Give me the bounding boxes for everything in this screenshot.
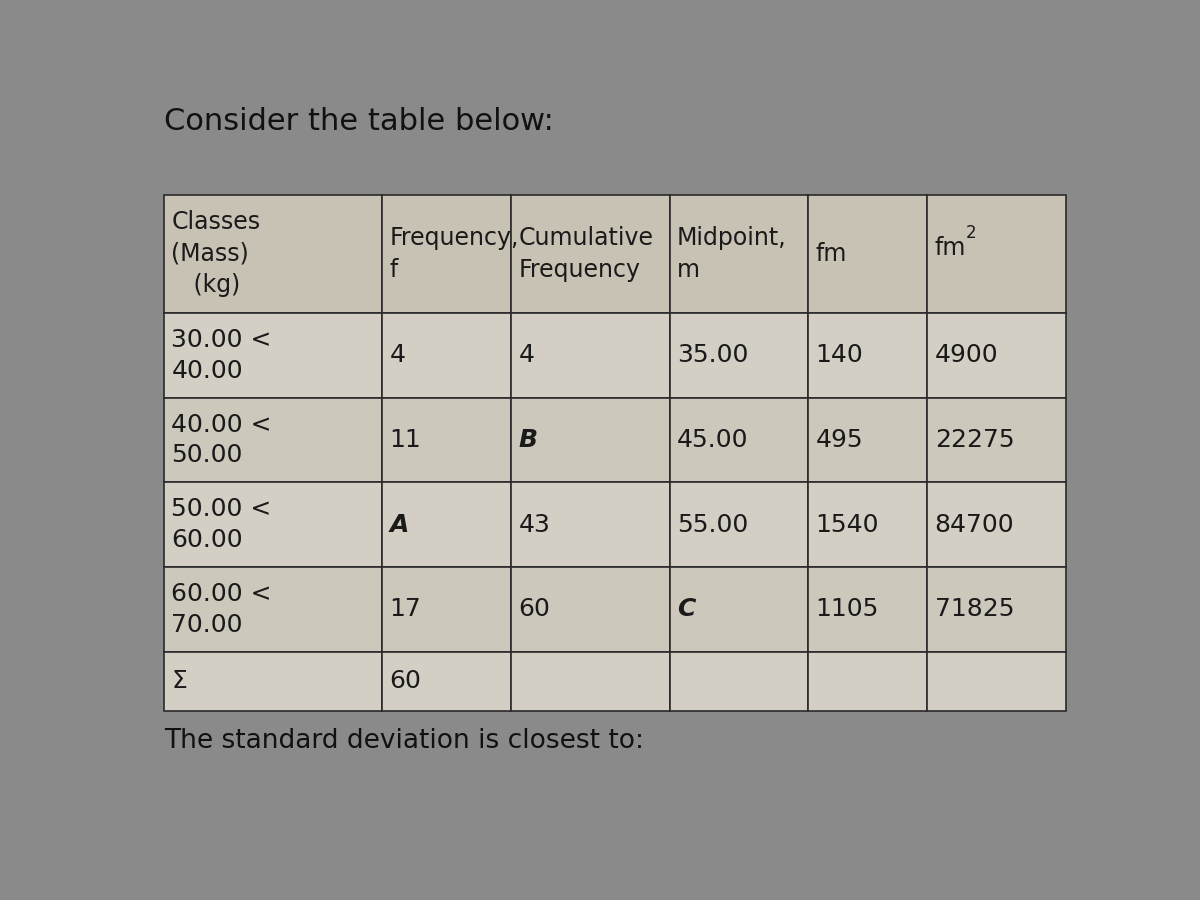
Bar	[164, 482, 382, 567]
Bar	[670, 313, 809, 398]
Bar	[382, 652, 511, 711]
Text: 30.00 <
40.00: 30.00 < 40.00	[172, 328, 271, 382]
Text: Classes
(Mass)
   (kg): Classes (Mass) (kg)	[172, 211, 260, 298]
Bar	[382, 482, 511, 567]
Bar	[670, 567, 809, 652]
Bar	[511, 194, 670, 313]
Text: 45.00: 45.00	[677, 428, 749, 452]
Text: 495: 495	[816, 428, 863, 452]
Bar	[382, 567, 511, 652]
Text: 17: 17	[390, 598, 421, 621]
Text: Cumulative
Frequency: Cumulative Frequency	[518, 226, 653, 282]
Bar	[164, 313, 382, 398]
Text: 22275: 22275	[935, 428, 1014, 452]
Bar	[928, 313, 1066, 398]
Text: 140: 140	[816, 344, 864, 367]
Bar	[670, 398, 809, 482]
Text: 4900: 4900	[935, 344, 998, 367]
Bar	[928, 398, 1066, 482]
Bar	[928, 194, 1066, 313]
Text: 43: 43	[518, 513, 551, 536]
Bar	[382, 398, 511, 482]
Bar	[511, 567, 670, 652]
Bar	[511, 398, 670, 482]
Text: 4: 4	[390, 344, 406, 367]
Text: Σ: Σ	[172, 670, 187, 693]
Text: 71825: 71825	[935, 598, 1014, 621]
Bar	[511, 313, 670, 398]
Bar	[164, 567, 382, 652]
Text: fm: fm	[816, 242, 847, 266]
Bar	[809, 482, 928, 567]
Bar	[928, 652, 1066, 711]
Text: B: B	[518, 428, 538, 452]
Text: 35.00: 35.00	[677, 344, 749, 367]
Text: 2: 2	[965, 224, 976, 242]
Text: A: A	[390, 513, 409, 536]
Text: 1540: 1540	[816, 513, 880, 536]
Text: 4: 4	[518, 344, 534, 367]
Bar	[928, 482, 1066, 567]
Bar	[928, 567, 1066, 652]
Text: 84700: 84700	[935, 513, 1014, 536]
Text: C: C	[677, 598, 695, 621]
Text: 60.00 <
70.00: 60.00 < 70.00	[172, 582, 272, 636]
Text: fm: fm	[935, 237, 966, 260]
Text: Midpoint,
m: Midpoint, m	[677, 226, 786, 282]
Text: 60: 60	[390, 670, 421, 693]
Bar	[809, 398, 928, 482]
Text: 55.00: 55.00	[677, 513, 749, 536]
Text: Consider the table below:: Consider the table below:	[164, 107, 553, 136]
Bar	[809, 194, 928, 313]
Text: The standard deviation is closest to:: The standard deviation is closest to:	[164, 728, 644, 754]
Text: 1105: 1105	[816, 598, 880, 621]
Text: 50.00 <
60.00: 50.00 < 60.00	[172, 498, 271, 552]
Bar	[511, 482, 670, 567]
Bar	[164, 194, 382, 313]
Bar	[164, 652, 382, 711]
Bar	[382, 194, 511, 313]
Text: 40.00 <
50.00: 40.00 < 50.00	[172, 413, 272, 467]
Text: 11: 11	[390, 428, 421, 452]
Bar	[809, 567, 928, 652]
Bar	[809, 652, 928, 711]
Text: 60: 60	[518, 598, 551, 621]
Bar	[809, 313, 928, 398]
Bar	[670, 482, 809, 567]
Text: Frequency,
f: Frequency, f	[390, 226, 518, 282]
Bar	[382, 313, 511, 398]
Bar	[164, 398, 382, 482]
Bar	[511, 652, 670, 711]
Bar	[670, 652, 809, 711]
Bar	[670, 194, 809, 313]
